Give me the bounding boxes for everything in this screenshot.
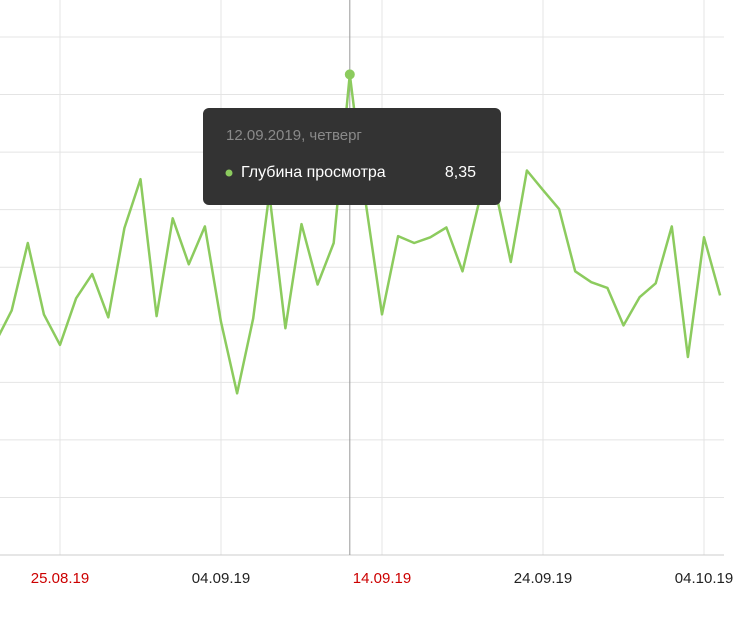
plot	[0, 0, 722, 555]
x-tick-label: 04.09.19	[192, 570, 250, 587]
x-tick-label: 04.10.19	[675, 570, 733, 587]
x-axis: 25.08.19 04.09.19 14.09.19 24.09.19 04.10.19	[31, 570, 733, 587]
tooltip: 12.09.2019, четверг Глубина просмотра 8,…	[203, 108, 501, 205]
tooltip-title: 12.09.2019, четверг	[226, 127, 362, 144]
x-tick-label: 14.09.19	[353, 570, 411, 587]
tooltip-value: 8,35	[445, 164, 476, 181]
x-tick-label: 24.09.19	[514, 570, 572, 587]
x-tick-label: 25.08.19	[31, 570, 89, 587]
hover-point	[344, 69, 355, 80]
tooltip-box	[203, 108, 501, 205]
tooltip-marker	[225, 169, 233, 177]
grid	[0, 0, 724, 556]
tooltip-series: Глубина просмотра	[241, 164, 386, 181]
